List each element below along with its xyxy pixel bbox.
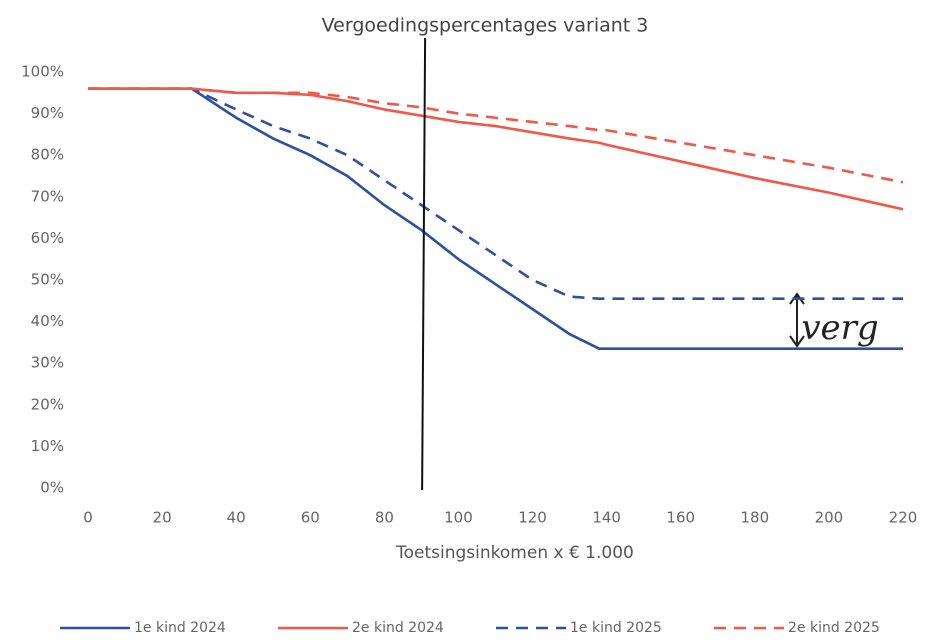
series-line	[88, 87, 904, 211]
y-tick-label: 60%	[31, 229, 64, 247]
y-tick-label: 90%	[31, 104, 64, 122]
x-tick-label: 120	[518, 509, 547, 527]
legend-label: 1e kind 2025	[570, 620, 662, 636]
y-tick-label: 70%	[31, 187, 64, 205]
y-tick-label: 20%	[31, 395, 64, 413]
x-tick-label: 140	[592, 509, 621, 527]
x-tick-label: 20	[153, 509, 172, 527]
x-tick-label: 160	[666, 509, 695, 527]
x-tick-label: 100	[444, 509, 473, 527]
x-tick-label: 0	[83, 509, 93, 527]
handwritten-note: verg	[801, 308, 878, 348]
marker-line	[421, 37, 427, 491]
x-tick-label: 80	[375, 509, 394, 527]
x-tick-label: 220	[889, 509, 918, 527]
x-tick-label: 40	[227, 509, 246, 527]
x-tick-label: 180	[740, 509, 769, 527]
series-line	[88, 87, 903, 350]
series-line	[88, 87, 904, 184]
legend-label: 2e kind 2024	[352, 620, 444, 636]
y-tick-label: 100%	[21, 63, 64, 81]
x-axis-label: Toetsingsinkomen x € 1.000	[395, 543, 634, 563]
y-tick-label: 40%	[31, 312, 64, 330]
y-tick-label: 50%	[31, 271, 64, 289]
x-tick-label: 60	[301, 509, 320, 527]
double-arrow	[789, 292, 805, 348]
legend-label: 1e kind 2024	[134, 620, 226, 636]
chart-title: Vergoedingspercentages variant 3	[322, 15, 649, 37]
y-tick-label: 10%	[31, 437, 64, 455]
y-tick-label: 30%	[31, 354, 64, 372]
series-line	[88, 87, 903, 301]
y-tick-label: 80%	[31, 146, 64, 164]
x-tick-label: 200	[815, 509, 844, 527]
y-tick-label: 0%	[40, 479, 64, 497]
legend-label: 2e kind 2025	[788, 620, 880, 636]
